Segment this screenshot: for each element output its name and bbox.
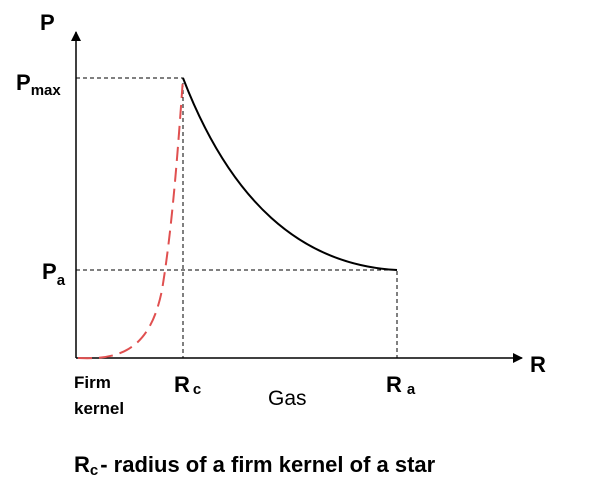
- pmax-guide: [76, 77, 184, 358]
- caption-sub: c: [90, 462, 98, 479]
- caption-base: R: [74, 452, 90, 477]
- kernel-label: kernel: [74, 399, 124, 418]
- label-sub: a: [407, 381, 416, 398]
- gas-label: Gas: [268, 387, 307, 410]
- y-axis-label: P: [40, 10, 55, 35]
- gas-pressure-curve: [182, 77, 398, 271]
- pmax-label: Pmax: [16, 70, 61, 99]
- kernel-label: Firm: [74, 373, 111, 392]
- kernel-pressure-curve: [77, 77, 184, 360]
- pa-guide: [76, 269, 398, 358]
- x-axis-label: R: [530, 352, 546, 377]
- label-base: R: [174, 372, 190, 397]
- caption-text: - radius of a firm kernel of a star: [100, 452, 435, 477]
- label-sub: a: [57, 272, 66, 289]
- label-base: P: [42, 259, 57, 284]
- label-sub: max: [31, 82, 62, 99]
- label-base: R: [386, 372, 402, 397]
- pa-label: Pa: [42, 259, 66, 289]
- label-sub: c: [193, 381, 201, 398]
- label-base: P: [16, 70, 31, 95]
- caption: Rc- radius of a firm kernel of a star: [74, 452, 436, 479]
